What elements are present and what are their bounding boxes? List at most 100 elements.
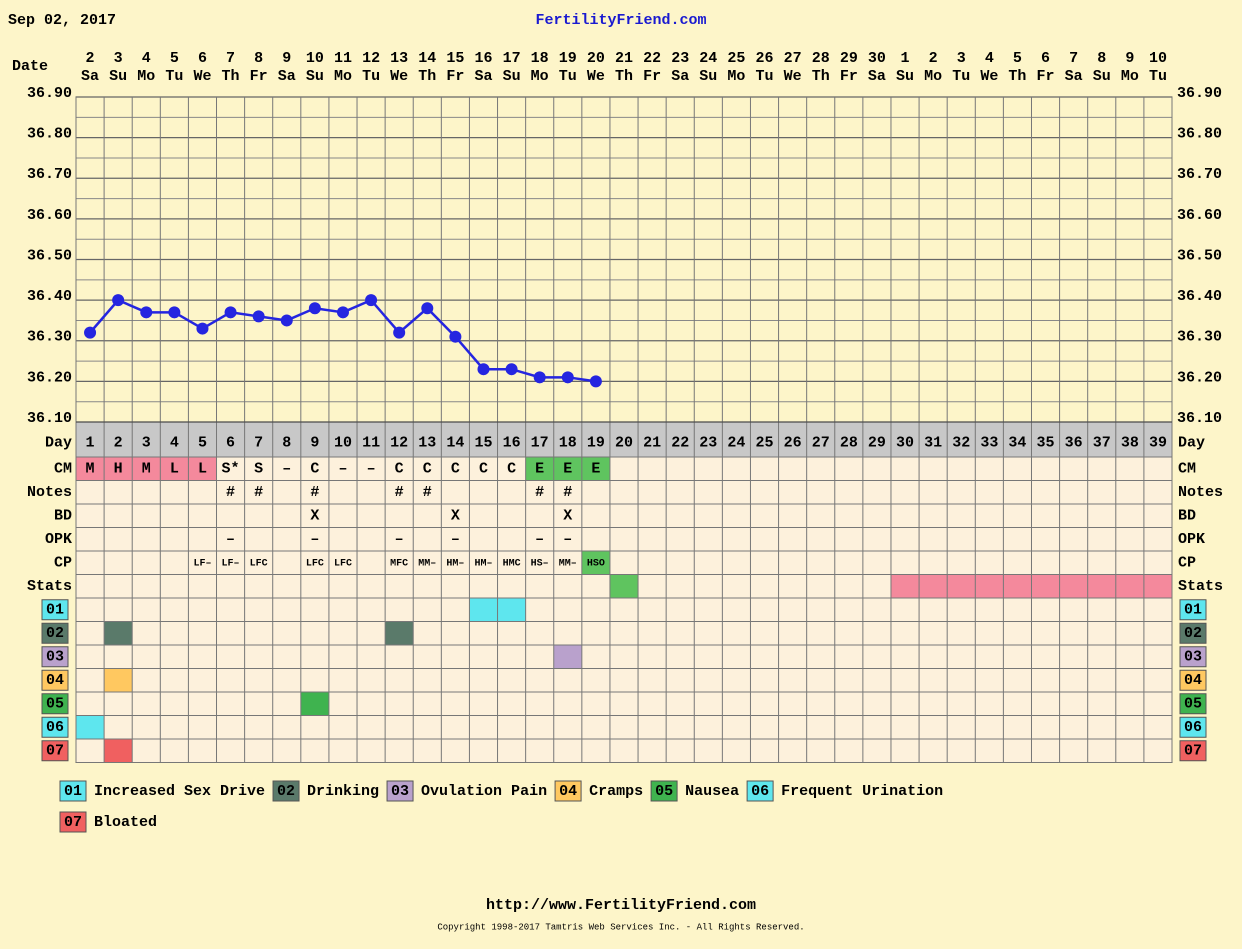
cell-text: M: [86, 461, 95, 478]
temp-point: [140, 306, 153, 319]
date-label: 10: [306, 50, 324, 67]
highlight-cell: [300, 692, 329, 716]
y-tick-label-right: 36.20: [1177, 369, 1222, 386]
weekday-label: Th: [1008, 68, 1026, 85]
date-label: 8: [254, 50, 263, 67]
table-bg: [75, 456, 1173, 763]
symptom-code-box: [41, 716, 69, 738]
temp-point: [505, 363, 518, 376]
cell-text: L: [198, 461, 207, 478]
day-number: 17: [531, 434, 549, 451]
date-label: 21: [615, 50, 633, 67]
symptom-code-right-box: [1179, 693, 1207, 715]
cell-text: C: [310, 461, 319, 478]
y-tick-label: 36.90: [27, 85, 72, 102]
symptom-code-right: 04: [1184, 672, 1202, 689]
date-label: 17: [503, 50, 521, 67]
day-number: 16: [503, 434, 521, 451]
highlight-cell: [1115, 574, 1144, 598]
row-label: OPK: [45, 531, 72, 548]
legend-code-box: [746, 780, 774, 802]
symptom-code: 07: [46, 743, 64, 760]
weekday-label: We: [193, 68, 211, 85]
cell-text: –: [310, 531, 319, 548]
highlight-cell: [1087, 574, 1116, 598]
temp-point: [84, 326, 97, 339]
weekday-label: Tu: [756, 68, 774, 85]
date-label: 13: [390, 50, 408, 67]
date-label: 3: [957, 50, 966, 67]
cell-text: –: [451, 531, 460, 548]
weekday-label: Tu: [952, 68, 970, 85]
highlight-cell: [919, 574, 948, 598]
day-number: 23: [699, 434, 717, 451]
weekday-label: We: [784, 68, 802, 85]
y-tick-label-right: 36.60: [1177, 207, 1222, 224]
temp-point: [561, 371, 574, 384]
legend-label: Bloated: [94, 814, 157, 831]
row-label-right: Notes: [1178, 484, 1223, 501]
cell-text: LF–: [193, 558, 211, 569]
y-tick-label-right: 36.90: [1177, 85, 1222, 102]
y-tick-label: 36.30: [27, 329, 72, 346]
symptom-code-box: [41, 622, 69, 644]
weekday-label: We: [980, 68, 998, 85]
weekday-label: Su: [109, 68, 127, 85]
day-number: 34: [1008, 434, 1026, 451]
legend-label: Drinking: [307, 783, 379, 800]
legend-label: Nausea: [685, 783, 739, 800]
legend-code: 05: [655, 783, 673, 800]
cell-text: X: [451, 508, 460, 525]
date-label: 20: [587, 50, 605, 67]
date-label: 8: [1097, 50, 1106, 67]
day-number: 9: [310, 434, 319, 451]
date-label: 1: [901, 50, 910, 67]
symptom-code-right: 06: [1184, 719, 1202, 736]
day-number: 13: [418, 434, 436, 451]
day-row-bg: [75, 421, 1173, 458]
weekday-label: Sa: [81, 68, 99, 85]
day-number: 35: [1037, 434, 1055, 451]
highlight-cell: [104, 739, 133, 763]
legend-code: 03: [391, 783, 409, 800]
temp-point: [196, 322, 209, 335]
day-number: 36: [1065, 434, 1083, 451]
symptom-code: 04: [46, 672, 64, 689]
cell-text: –: [563, 531, 572, 548]
y-tick-label-right: 36.10: [1177, 410, 1222, 427]
date-label: 22: [643, 50, 661, 67]
symptom-code-box: [41, 693, 69, 715]
weekday-label: Fr: [446, 68, 464, 85]
weekday-label: Su: [896, 68, 914, 85]
symptom-code-box: [41, 599, 69, 621]
date-label: 25: [727, 50, 745, 67]
cell-text: –: [367, 461, 376, 478]
cell-text: HSO: [587, 558, 605, 569]
site-title: FertilityFriend.com: [535, 12, 706, 29]
cell-text: C: [395, 461, 404, 478]
date-label: 18: [531, 50, 549, 67]
day-number: 38: [1121, 434, 1139, 451]
cell-text: E: [535, 461, 544, 478]
weekday-label: Mo: [924, 68, 942, 85]
symptom-code-right-box: [1179, 716, 1207, 738]
cell-text: –: [535, 531, 544, 548]
date-label: 5: [170, 50, 179, 67]
y-tick-label-right: 36.30: [1177, 329, 1222, 346]
weekday-label: Mo: [1121, 68, 1139, 85]
highlight-cell: [385, 621, 414, 645]
weekday-label: Fr: [643, 68, 661, 85]
date-label: 26: [756, 50, 774, 67]
cell-text: #: [254, 484, 263, 501]
highlight-cell: [1003, 574, 1032, 598]
weekday-label: Mo: [727, 68, 745, 85]
cell-text: –: [282, 461, 291, 478]
row-label: Day: [45, 434, 72, 451]
symptom-code-right: 07: [1184, 743, 1202, 760]
date-label: 30: [868, 50, 886, 67]
day-number: 31: [924, 434, 942, 451]
date-label: 15: [446, 50, 464, 67]
x-label: Date: [12, 58, 48, 75]
weekday-label: Fr: [840, 68, 858, 85]
